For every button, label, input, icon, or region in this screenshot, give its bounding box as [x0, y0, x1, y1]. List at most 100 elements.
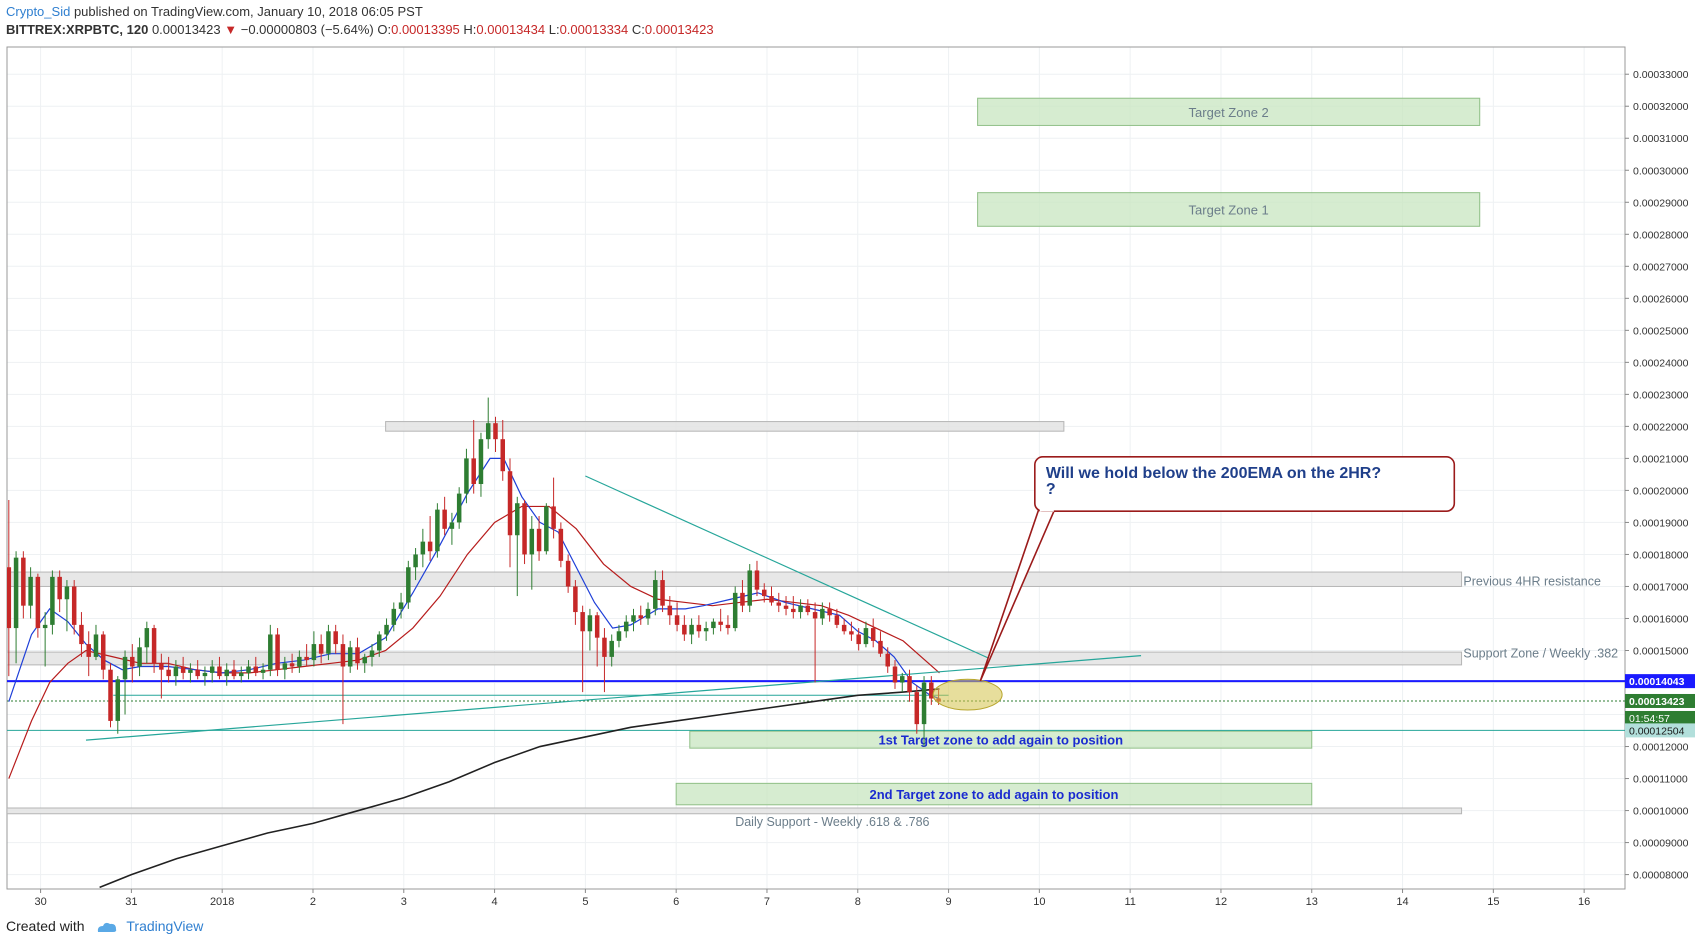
candle-down	[500, 439, 506, 472]
candle-up	[798, 605, 803, 613]
horizontal-lines-layer	[7, 680, 1625, 731]
candle-up	[282, 663, 288, 670]
support-price-tag: 0.00012504	[1629, 725, 1685, 737]
callout-box	[1034, 455, 1456, 513]
candle-up	[529, 528, 535, 555]
x-tick-label: 10	[1033, 896, 1045, 908]
created-with-text: Created with	[6, 918, 85, 934]
candle-up	[485, 423, 491, 440]
candle-down	[718, 621, 723, 625]
x-tick-label: 5	[582, 896, 588, 908]
x-tick-label: 2018	[210, 896, 234, 908]
highlight-ellipse	[932, 678, 1003, 711]
candle-down	[151, 628, 157, 664]
candle-up	[703, 628, 709, 632]
target-zone	[689, 730, 1313, 749]
y-tick-label: 0.00021000	[1633, 453, 1689, 465]
x-tick-label: 16	[1578, 896, 1590, 908]
footer: Created with TradingView	[6, 918, 203, 934]
candle-up	[609, 640, 614, 657]
last-price: 0.00013423	[151, 22, 221, 37]
candle-up	[28, 576, 33, 606]
y-tick-label: 0.00024000	[1633, 357, 1689, 369]
candle-down	[355, 647, 360, 664]
candle-down	[638, 615, 644, 619]
x-tick-label: 31	[125, 896, 137, 908]
candle-up	[420, 541, 426, 555]
plot-area: Target Zone 2 Target Zone 1 1st Target zon…	[7, 97, 1625, 889]
y-tick-label: 0.00009000	[1633, 838, 1689, 850]
y-tick-label: 0.00017000	[1633, 581, 1689, 593]
candle-down	[536, 528, 542, 552]
candle-down	[667, 605, 673, 616]
candle-up	[64, 586, 70, 600]
y-tick-label: 0.00020000	[1633, 485, 1689, 497]
candle-down	[318, 644, 324, 654]
candle-down	[870, 628, 876, 641]
candle-up	[239, 672, 244, 677]
tradingview-link[interactable]: TradingView	[126, 918, 204, 934]
candle-down	[885, 653, 890, 667]
candle-down	[754, 570, 760, 590]
y-tick-label: 0.00012000	[1633, 742, 1689, 754]
publish-info: Crypto_Sid published on TradingView.com,…	[6, 4, 423, 19]
candle-down	[522, 503, 527, 555]
zone-side-label: Support Zone / Weekly .382	[1463, 647, 1618, 661]
candle-down	[914, 692, 920, 725]
candle-up	[50, 576, 55, 625]
candle-up	[115, 679, 121, 721]
candle-up	[93, 634, 99, 657]
candle-up	[398, 602, 404, 609]
author-link[interactable]: Crypto_Sid	[6, 4, 71, 19]
candle-up	[362, 656, 367, 664]
y-tick-label: 0.00032000	[1633, 101, 1689, 113]
y-tick-label: 0.00027000	[1633, 261, 1689, 273]
candle-down	[71, 586, 77, 625]
x-tick-label: 8	[855, 896, 861, 908]
zones-layer: Target Zone 2 Target Zone 1 1st Target zon…	[7, 97, 1481, 815]
x-tick-label: 3	[401, 896, 407, 908]
candles-layer	[7, 397, 941, 747]
candle-down	[442, 509, 447, 529]
target-zone	[977, 192, 1481, 227]
daily-support-note: Daily Support - Weekly .618 & .786	[735, 815, 929, 829]
candle-up	[435, 509, 440, 552]
published-text: published on TradingView.com, January 10…	[73, 4, 423, 19]
candle-up	[13, 557, 19, 629]
candle-down	[7, 567, 12, 629]
candle-down	[565, 560, 571, 587]
low-label: L:	[548, 22, 560, 37]
candle-up	[137, 647, 142, 667]
x-tick-label: 30	[34, 896, 46, 908]
symbol-label[interactable]: BITTREX:XRPBTC, 120	[6, 22, 149, 37]
high-label: H:	[463, 22, 477, 37]
candle-up	[515, 503, 520, 536]
candle-up	[631, 615, 636, 622]
candle-down	[783, 605, 789, 609]
y-tick-label: 0.00015000	[1633, 645, 1689, 657]
countdown-tag: 01:54:57	[1629, 713, 1670, 725]
candle-down	[791, 608, 796, 613]
zone-label: Target Zone 2	[1189, 105, 1269, 120]
zone-label: 1st Target zone to add again to position	[878, 733, 1123, 748]
candle-down	[761, 589, 767, 597]
y-tick-label: 0.00033000	[1633, 69, 1689, 81]
price-change: −0.00000803 (−5.64%)	[240, 22, 374, 37]
candle-up	[406, 567, 411, 603]
candle-down	[841, 624, 847, 632]
x-tick-label: 11	[1124, 896, 1135, 908]
tradingview-logo-icon	[98, 923, 117, 933]
target-zone	[977, 97, 1481, 126]
trend-line	[585, 475, 990, 660]
y-tick-label: 0.00016000	[1633, 613, 1689, 625]
time-axis[interactable]: 30 31 2018 2 3 4 5 6 7 8 9 10 11 12 13 14 15 16	[34, 889, 1590, 908]
candle-down	[275, 634, 280, 670]
candle-up	[732, 592, 738, 629]
candle-up	[384, 624, 389, 635]
candle-down	[682, 624, 687, 635]
candle-down	[231, 669, 237, 677]
price-axis[interactable]: 0.00033000 0.00032000 0.00031000 0.00030000…	[1625, 69, 1689, 882]
x-tick-label: 9	[946, 896, 952, 908]
candle-up	[616, 631, 622, 641]
